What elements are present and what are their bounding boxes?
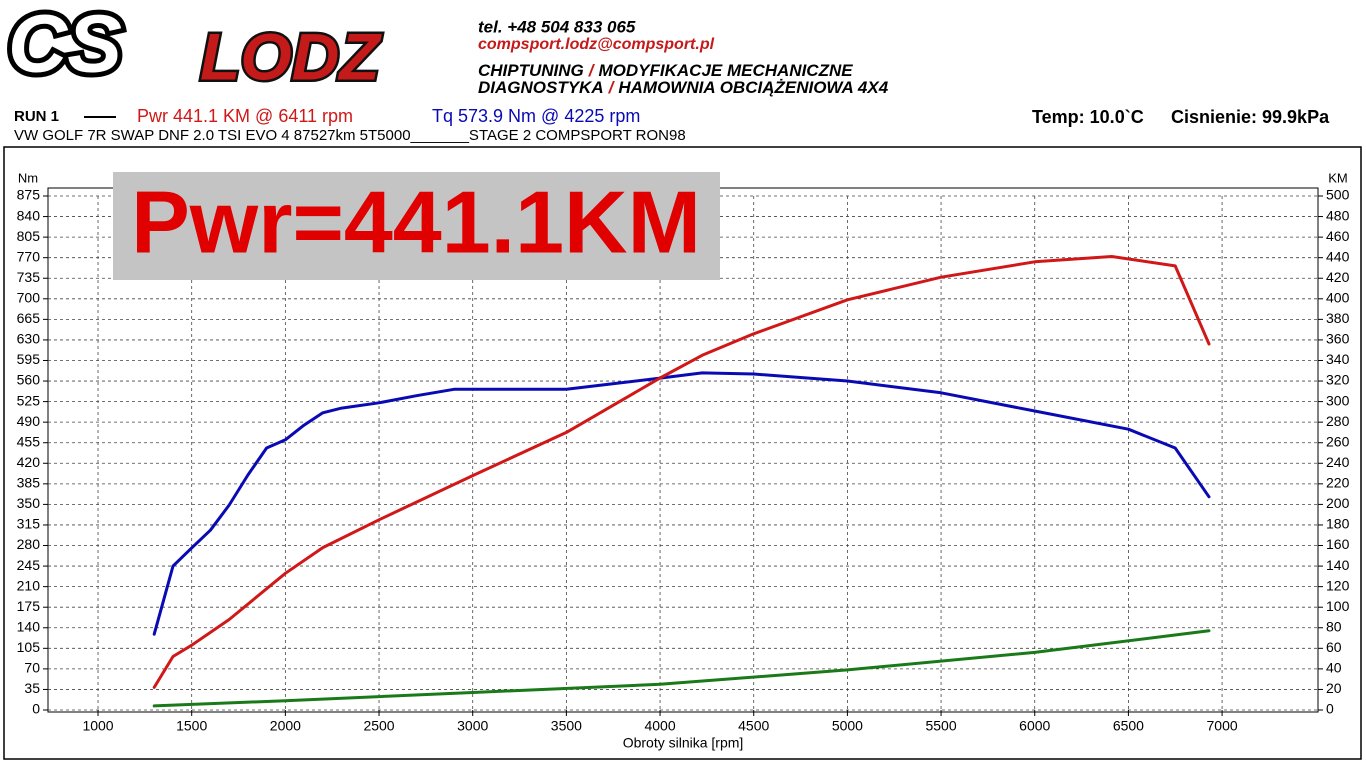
email: compsport.lodz@compsport.pl <box>478 36 715 53</box>
y-tick-label: 560 <box>17 372 41 388</box>
x-tick-label: 1000 <box>82 718 113 734</box>
x-tick-label: 5500 <box>925 718 956 734</box>
x-tick-label: 6000 <box>1019 718 1050 734</box>
y-tick-label: 70 <box>24 660 40 676</box>
y-tick-label: 420 <box>17 454 41 470</box>
y2-tick-label: 480 <box>1326 207 1350 223</box>
services-line: CHIPTUNING / MODYFIKACJE MECHANICZNE <box>478 61 853 80</box>
logo-lodz: LODZ <box>200 19 382 93</box>
y-tick-label: 770 <box>17 248 41 264</box>
x-tick-label: 4500 <box>738 718 769 734</box>
series-line <box>152 371 1211 636</box>
y2-tick-label: 140 <box>1326 557 1350 573</box>
y2-tick-label: 380 <box>1326 310 1350 326</box>
y-tick-label: 210 <box>17 577 41 593</box>
y2-tick-label: 320 <box>1326 372 1350 388</box>
y2-tick-label: 0 <box>1326 701 1334 717</box>
x-tick-label: 5000 <box>832 718 863 734</box>
x-tick-label: 2500 <box>363 718 394 734</box>
x-tick-label: 7000 <box>1207 718 1238 734</box>
chart-frame <box>3 146 1362 760</box>
logo-cs: CS <box>8 0 122 90</box>
y2-tick-label: 220 <box>1326 475 1350 491</box>
y2-tick-label: 260 <box>1326 433 1350 449</box>
run-torque: Tq 573.9 Nm @ 4225 rpm <box>432 106 640 126</box>
phone: tel. +48 504 833 065 <box>478 17 636 36</box>
y-tick-label: 805 <box>17 228 41 244</box>
y2-tick-label: 420 <box>1326 269 1350 285</box>
x-axis-label: Obroty silnika [rpm] <box>623 735 744 751</box>
y2-tick-label: 180 <box>1326 516 1350 532</box>
y2-tick-label: 120 <box>1326 577 1350 593</box>
y2-tick-label: 400 <box>1326 290 1350 306</box>
y-tick-label: 280 <box>17 536 41 552</box>
series-line <box>152 629 1211 708</box>
y2-tick-label: 360 <box>1326 331 1350 347</box>
temperature: Temp: 10.0`C <box>1032 107 1144 127</box>
y2-tick-label: 500 <box>1326 187 1350 203</box>
y-tick-label: 140 <box>17 618 41 634</box>
x-tick-label: 3000 <box>457 718 488 734</box>
y2-tick-label: 240 <box>1326 454 1350 470</box>
x-tick-label: 2000 <box>270 718 301 734</box>
y-tick-label: 525 <box>17 392 41 408</box>
y2-tick-label: 20 <box>1326 680 1342 696</box>
service: MODYFIKACJE MECHANICZNE <box>599 61 854 80</box>
y-tick-label: 315 <box>17 516 41 532</box>
y2-tick-label: 200 <box>1326 495 1350 511</box>
y-axis-label: Nm <box>18 170 38 185</box>
y-tick-label: 875 <box>17 187 41 203</box>
y2-tick-label: 60 <box>1326 639 1342 655</box>
vehicle: VW GOLF 7R SWAP DNF 2.0 TSI EVO 4 87527k… <box>14 127 686 144</box>
x-tick-label: 6500 <box>1113 718 1144 734</box>
service: HAMOWNIA OBCIĄŻENIOWA 4X4 <box>618 78 888 97</box>
y2-tick-label: 160 <box>1326 536 1350 552</box>
y2-axis-label: KM <box>1328 170 1348 185</box>
y-tick-label: 700 <box>17 290 41 306</box>
y2-tick-label: 440 <box>1326 248 1350 264</box>
y-tick-label: 455 <box>17 433 41 449</box>
y2-tick-label: 80 <box>1326 618 1342 634</box>
y-tick-label: 630 <box>17 331 41 347</box>
y-tick-label: 735 <box>17 269 41 285</box>
y2-tick-label: 40 <box>1326 660 1342 676</box>
separator: / <box>588 61 596 80</box>
y-tick-label: 490 <box>17 413 41 429</box>
y-tick-label: 665 <box>17 310 41 326</box>
pressure: Cisnienie: 99.9kPa <box>1171 107 1330 127</box>
y-tick-label: 245 <box>17 557 41 573</box>
separator: / <box>608 78 616 97</box>
annotation-box <box>113 172 720 280</box>
y-tick-label: 0 <box>32 701 40 717</box>
series-line <box>152 255 1211 689</box>
service: CHIPTUNING <box>478 61 584 80</box>
y-tick-label: 105 <box>17 639 41 655</box>
y2-tick-label: 100 <box>1326 598 1350 614</box>
y-tick-label: 350 <box>17 495 41 511</box>
x-tick-label: 3500 <box>551 718 582 734</box>
y-tick-label: 35 <box>24 680 40 696</box>
grid: 0 35 70 105 140 175 210 245 280 315 350 385 420 455 49… <box>17 187 1350 734</box>
services-line: DIAGNOSTYKA / HAMOWNIA OBCIĄŻENIOWA 4X4 <box>478 78 889 97</box>
y2-tick-label: 300 <box>1326 392 1350 408</box>
y2-tick-label: 340 <box>1326 351 1350 367</box>
y2-tick-label: 460 <box>1326 228 1350 244</box>
y-tick-label: 840 <box>17 207 41 223</box>
service: DIAGNOSTYKA <box>478 78 604 97</box>
run-name: RUN 1 <box>14 108 59 125</box>
annotation: Pwr=441.1KM <box>131 172 701 271</box>
x-tick-label: 4000 <box>644 718 675 734</box>
y-tick-label: 385 <box>17 475 41 491</box>
y-tick-label: 175 <box>17 598 41 614</box>
x-tick-label: 1500 <box>176 718 207 734</box>
plot-lines <box>152 255 1211 708</box>
run-power: Pwr 441.1 KM @ 6411 rpm <box>137 106 353 126</box>
y-tick-label: 595 <box>17 351 41 367</box>
y2-tick-label: 280 <box>1326 413 1350 429</box>
